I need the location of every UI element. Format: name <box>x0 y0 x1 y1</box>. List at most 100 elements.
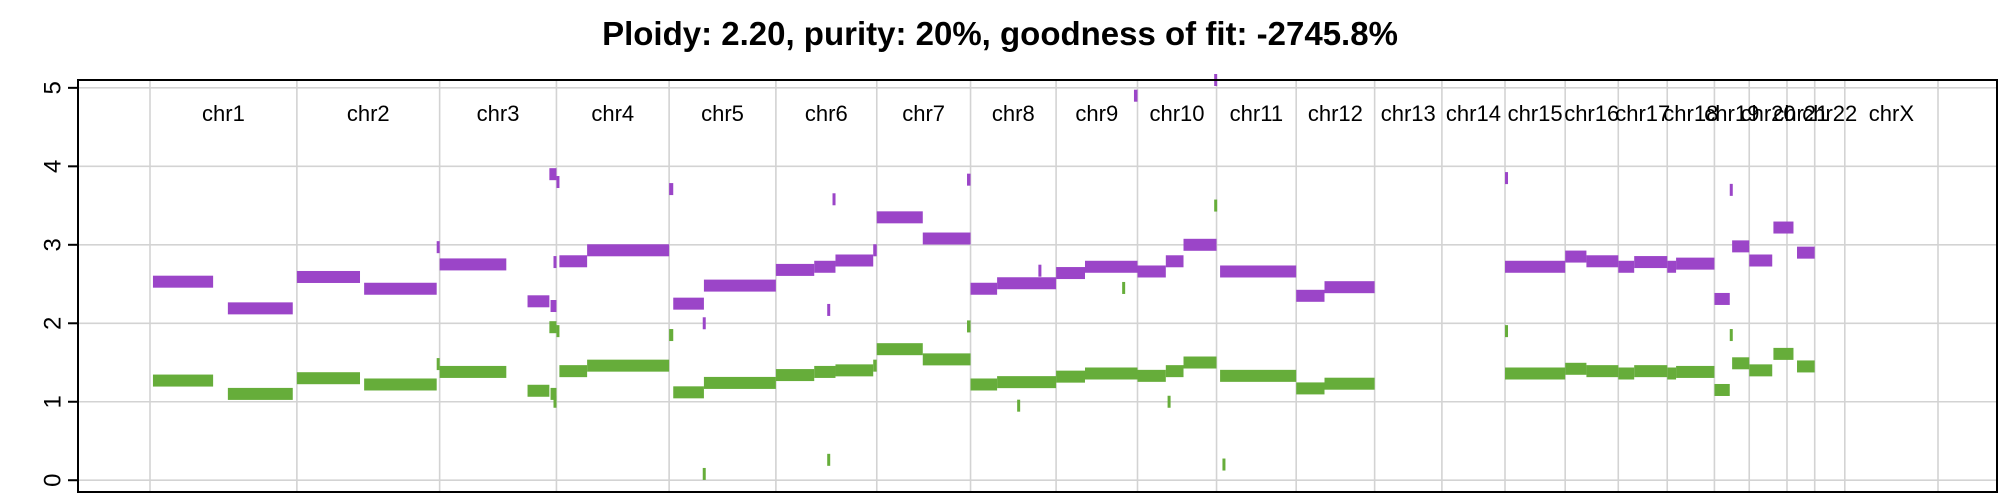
major-segment <box>1324 281 1375 294</box>
minor-segment <box>1137 369 1166 382</box>
minor-segment <box>673 386 704 399</box>
minor-segment <box>550 387 557 400</box>
major-segment <box>814 260 836 273</box>
minor-segment <box>1296 382 1325 395</box>
chromosome-label: chr17 <box>1615 101 1670 126</box>
major-segment <box>1056 267 1085 280</box>
chromosome-labels: chr1 chr2 chr3 chr4 chr5 chr6 chr7 chr8 chr9 chr1… <box>202 101 1914 126</box>
minor-segment <box>1167 395 1171 408</box>
major-segment <box>1634 256 1668 269</box>
minor-segment <box>1505 325 1509 338</box>
chromosome-label: chr9 <box>1075 101 1118 126</box>
chromosome-label: chr5 <box>701 101 744 126</box>
major-segment <box>1618 260 1635 273</box>
minor-segment <box>227 387 293 400</box>
chromosome-label: chr19 <box>1704 101 1759 126</box>
minor-segment <box>559 365 588 378</box>
chromosome-label: chr14 <box>1446 101 1501 126</box>
y-tick-label: 2 <box>39 317 66 330</box>
major-segment <box>827 303 831 316</box>
chart-title: Ploidy: 2.20, purity: 20%, goodness of f… <box>602 15 1398 52</box>
minor-segment <box>703 376 776 389</box>
minor-segment <box>1586 365 1619 378</box>
chromosome-label: chr7 <box>902 101 945 126</box>
major-segment <box>439 258 507 271</box>
minor-segment <box>876 343 923 356</box>
minor-segment <box>1084 367 1138 380</box>
minor-segment <box>775 369 815 382</box>
chromosome-label: chr22 <box>1802 101 1857 126</box>
major-segment <box>922 232 971 245</box>
minor-segment <box>1676 365 1715 378</box>
major-segment <box>970 282 998 295</box>
minor-segment <box>1183 356 1217 369</box>
chromosome-label: chr16 <box>1564 101 1619 126</box>
major-segment <box>876 211 923 224</box>
major-segment <box>227 302 293 315</box>
major-segment <box>559 255 588 268</box>
major-segment <box>549 168 557 181</box>
minor-segment <box>1165 365 1184 378</box>
y-tick-label: 3 <box>39 238 66 251</box>
plot-frame <box>77 79 1998 493</box>
chromosome-label: chr13 <box>1381 101 1436 126</box>
major-segment <box>1038 264 1042 277</box>
major-segment <box>550 300 557 313</box>
minor-segment <box>967 320 971 333</box>
major-segment <box>1732 240 1750 253</box>
minor-segment <box>827 453 831 466</box>
chromosome-label: chr20 <box>1741 101 1796 126</box>
major-segment <box>1676 257 1715 270</box>
chromosome-label: chr15 <box>1508 101 1563 126</box>
minor-segment <box>1729 329 1733 342</box>
major-segment <box>152 275 214 288</box>
minor-segment <box>669 329 674 342</box>
minor-segment <box>1714 383 1730 396</box>
major-segment <box>1137 265 1166 278</box>
major-segment <box>364 282 437 295</box>
minor-segment <box>553 395 557 408</box>
minor-segment <box>835 364 874 377</box>
chromosome-label: chr18 <box>1663 101 1718 126</box>
chromosome-label: chr1 <box>202 101 245 126</box>
major-segment <box>553 256 557 269</box>
major-segment <box>832 193 836 206</box>
minor-segment <box>364 378 437 391</box>
major-segment <box>669 183 674 196</box>
y-tick-label: 1 <box>39 395 66 408</box>
major-segment <box>835 254 874 267</box>
minor-segment <box>587 359 670 372</box>
chromosome-label: chr8 <box>992 101 1035 126</box>
minor-segment <box>1017 399 1021 412</box>
chromosome-label: chr21 <box>1773 101 1828 126</box>
minor-segment <box>556 325 560 338</box>
major-segment <box>1296 289 1325 302</box>
y-tick-label: 5 <box>39 81 66 94</box>
major-segment <box>703 279 776 292</box>
major-allele-series <box>152 74 1815 330</box>
chromosome-label: chr10 <box>1150 101 1205 126</box>
major-segment <box>967 173 971 186</box>
major-segment <box>873 244 877 257</box>
major-segment <box>556 176 560 189</box>
minor-segment <box>1505 367 1566 380</box>
minor-segment <box>873 359 877 372</box>
chromosome-label: chr4 <box>591 101 634 126</box>
minor-allele-series <box>152 199 1815 480</box>
major-segment <box>673 297 704 310</box>
y-tick-label: 4 <box>39 160 66 173</box>
minor-segment <box>1214 199 1218 212</box>
minor-segment <box>1056 370 1085 383</box>
minor-segment <box>1324 377 1375 390</box>
major-segment <box>1586 255 1619 268</box>
major-segment <box>1183 238 1217 251</box>
chromosome-label: chrX <box>1869 101 1915 126</box>
major-segment <box>1133 89 1138 102</box>
major-segment <box>702 317 706 330</box>
major-segment <box>296 270 361 283</box>
major-segment <box>1084 260 1138 273</box>
major-segment <box>1667 260 1677 273</box>
minor-segment <box>814 365 836 378</box>
y-axis: 0 1 2 3 4 5 <box>39 81 78 487</box>
